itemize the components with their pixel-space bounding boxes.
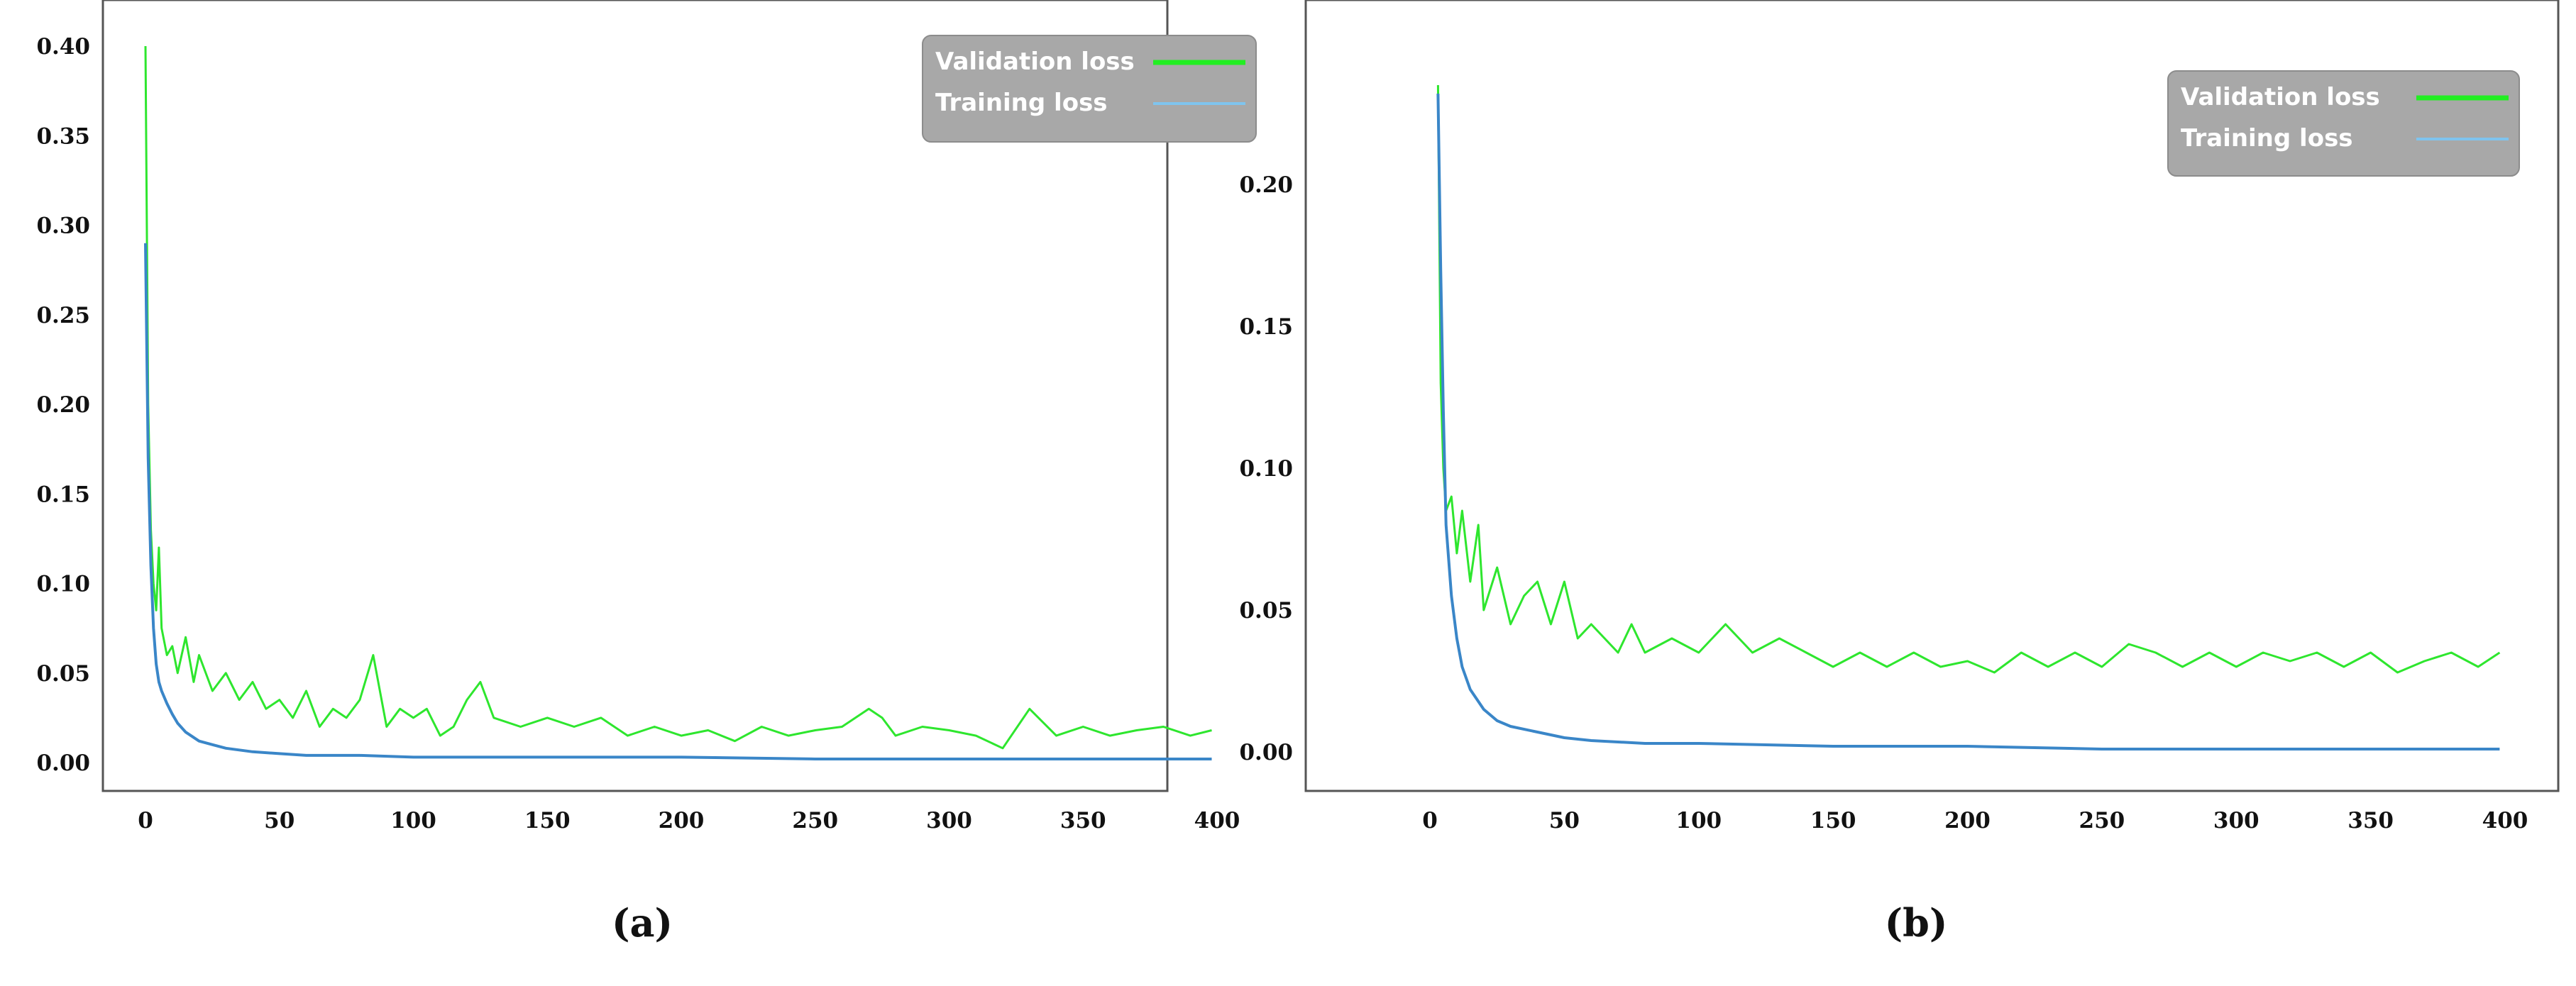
y-tick-label: 0.05 (36, 661, 90, 687)
y-tick-label: 0.15 (1239, 314, 1293, 340)
plot-frame (1304, 0, 2560, 792)
legend-label: Validation loss (935, 48, 1135, 76)
x-tick-label: 350 (2347, 808, 2394, 833)
y-tick-label: 0.20 (36, 392, 90, 418)
x-tick-label: 150 (524, 808, 571, 833)
panel-label: (a) (612, 900, 673, 946)
panel-label: (b) (1885, 900, 1948, 946)
series-line-validation (144, 45, 1212, 750)
x-tick-label: 200 (1944, 808, 1991, 833)
y-tick-label: 0.25 (36, 303, 90, 328)
chart-a: 0.00 0.05 0.10 0.15 0.20 0.25 0.30 0.35 0.40 0 50 1… (36, 0, 1257, 946)
x-tick-label: 250 (792, 808, 838, 833)
legend-label: Validation loss (2181, 83, 2380, 111)
x-tick-label: 100 (1675, 808, 1722, 833)
y-tick-label: 0.40 (36, 34, 90, 60)
legend-label: Training loss (2181, 124, 2353, 153)
x-tick-label: 300 (926, 808, 972, 833)
y-tick-label: 0.35 (36, 123, 90, 149)
series-line-training (1436, 93, 2500, 750)
x-tick-label: 350 (1060, 808, 1106, 833)
x-tick-label: 200 (659, 808, 705, 833)
x-tick-label: 400 (1194, 808, 1240, 833)
x-tick-label: 0 (138, 808, 153, 833)
series-line-training (144, 243, 1212, 760)
x-tick-label: 300 (2213, 808, 2259, 833)
y-tick-label: 0.10 (36, 572, 90, 597)
y-tick-label: 0.10 (1239, 456, 1293, 482)
y-tick-label: 0.30 (36, 214, 90, 239)
x-tick-label: 400 (2482, 808, 2528, 833)
x-tick-label: 250 (2079, 808, 2125, 833)
x-tick-label: 150 (1810, 808, 1856, 833)
legend-label: Training loss (935, 89, 1108, 117)
y-tick-label: 0.00 (1239, 740, 1293, 765)
series-line-validation (1436, 84, 2501, 674)
x-tick-label: 50 (1549, 808, 1580, 833)
y-tick-label: 0.00 (36, 750, 90, 776)
x-tick-label: 100 (390, 808, 436, 833)
chart-b: 0.00 0.05 0.10 0.15 0.20 0 50 100 150 200 250 300 35… (1239, 0, 2560, 946)
y-tick-label: 0.05 (1239, 598, 1293, 624)
x-tick-label: 0 (1422, 808, 1438, 833)
y-tick-label: 0.15 (36, 482, 90, 507)
y-tick-label: 0.20 (1239, 172, 1293, 198)
plot-frame (101, 0, 1169, 792)
x-tick-label: 50 (264, 808, 295, 833)
